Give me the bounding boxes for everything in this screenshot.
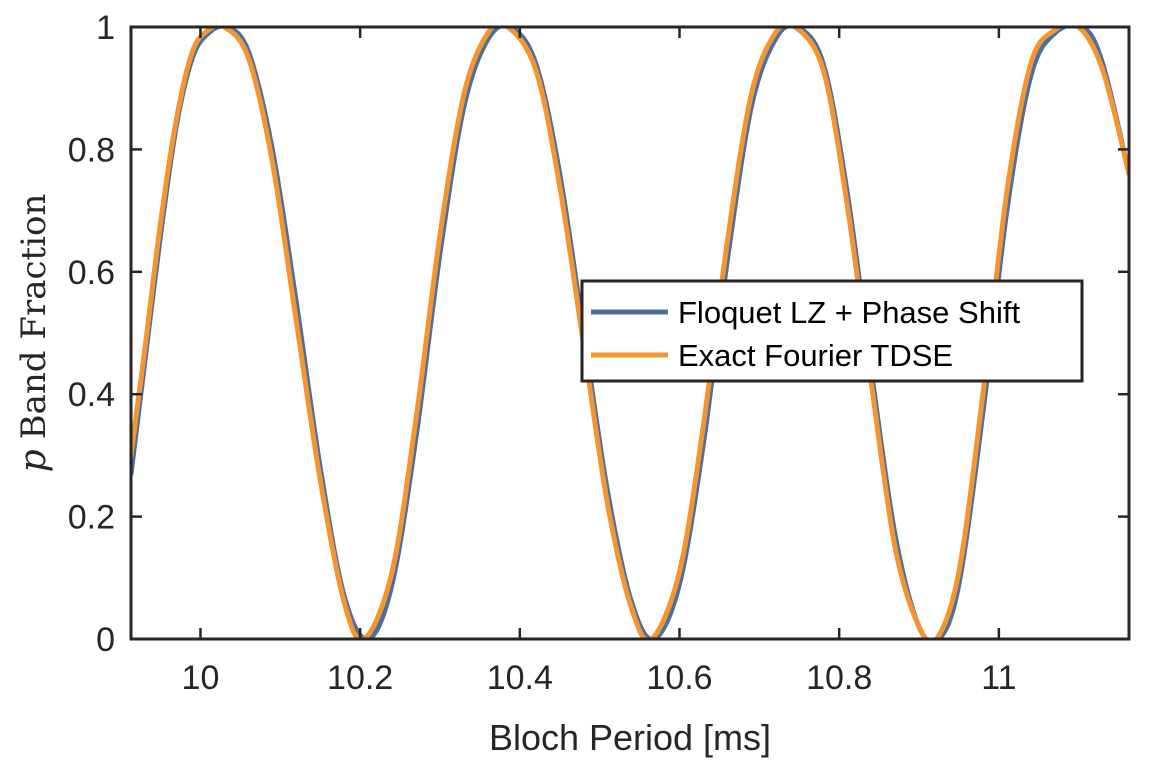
y-axis-label-text: Band Fraction [14,194,54,440]
y-tick-label: 1 [96,9,115,47]
x-tick-label: 10.2 [327,659,393,697]
legend: Floquet LZ + Phase Shift Exact Fourier T… [580,279,1084,383]
x-axis-label: Bloch Period [ms] [489,717,771,758]
legend-label-floquet: Floquet LZ + Phase Shift [678,295,1020,330]
x-tick-label: 10.8 [806,659,872,697]
legend-box [580,279,1084,383]
y-tick-label: 0.2 [68,499,115,537]
legend-label-exact: Exact Fourier TDSE [678,338,953,373]
series-group [131,27,1129,639]
y-axis-label: p Band Fraction [13,194,54,473]
y-tick-label: 0 [96,621,115,659]
x-tick-label: 10.6 [646,659,712,697]
y-tick-label: 0.6 [68,254,115,292]
x-tick-label: 10.4 [487,659,553,697]
series-line-exact [131,27,1129,639]
x-tick-label: 11 [981,659,1016,697]
plot-frame [129,25,1131,641]
y-axis-label-symbol: p [13,449,54,472]
y-tick-label: 0.4 [68,376,115,414]
y-tick-label: 0.8 [68,131,115,169]
ticks-group: 10 10.2 10.4 10.6 10.8 11 0 0.2 0.4 0.6 0.8 1 [68,9,1129,697]
x-tick-label: 10 [182,659,220,697]
